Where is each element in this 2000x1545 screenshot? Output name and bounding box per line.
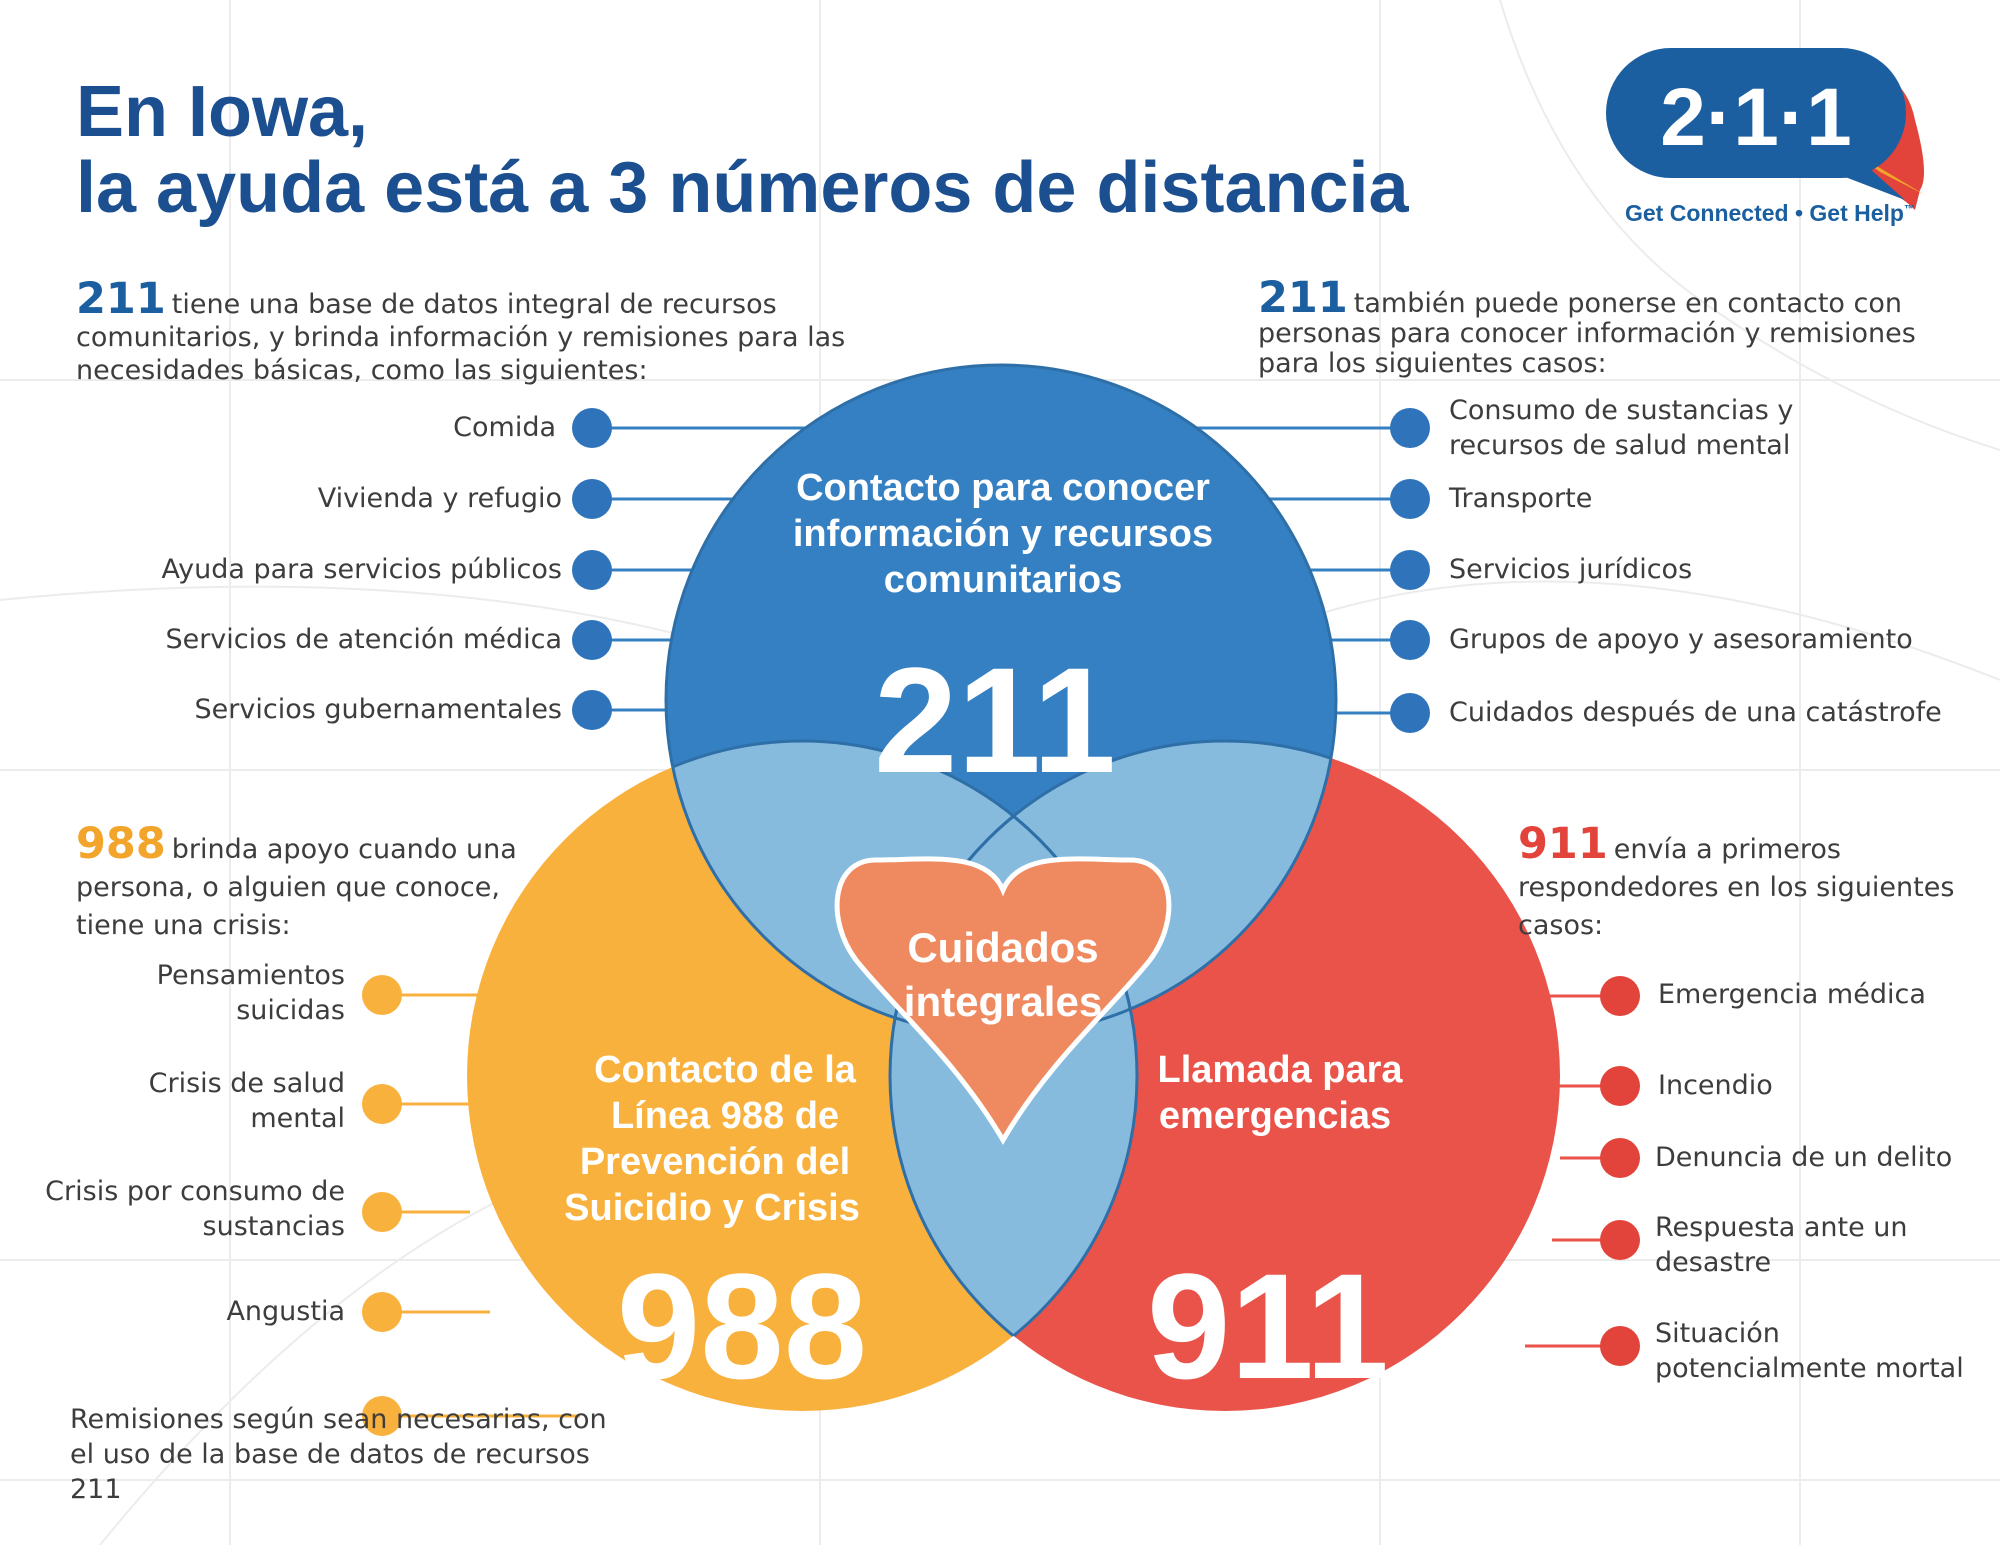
- circle-988-label-line2: Línea 988 de: [611, 1095, 839, 1137]
- list-988-item-5: Remisiones según sean necesarias, con el…: [70, 1404, 607, 1505]
- list-988-item-3: Crisis por consumo de sustancias: [45, 1176, 345, 1242]
- intro-211-right-number: 211: [1258, 273, 1348, 323]
- bullet-988-2: [362, 1084, 402, 1124]
- list-211-right-item-5: Cuidados después de una catástrofe: [1449, 697, 1942, 728]
- intro-211-right-text: también puede ponerse en contacto con pe…: [1258, 288, 1916, 379]
- intro-211-left: 211 tiene una base de datos integral de r…: [76, 278, 876, 387]
- bullet-911-5: [1600, 1326, 1640, 1366]
- bullet-211-right-3: [1390, 550, 1430, 590]
- circle-911-label-line1: Llamada para: [1158, 1049, 1404, 1091]
- list-911-item-4: Respuesta ante un desastre: [1655, 1212, 1908, 1278]
- bullet-988-3: [362, 1192, 402, 1232]
- bullet-911-1: [1600, 976, 1640, 1016]
- circle-911-label-line2: emergencias: [1159, 1095, 1391, 1137]
- list-988-item-2: Crisis de salud mental: [148, 1068, 345, 1134]
- intro-988: 988 brinda apoyo cuando una persona, o al…: [76, 823, 536, 945]
- logo-211: 2·1·1: [1606, 48, 1925, 210]
- bullet-211-left-2: [572, 479, 612, 519]
- logo-bubble: [1606, 48, 1906, 178]
- circle-911-number: 911: [1147, 1242, 1389, 1410]
- heart-label-line2: integrales: [904, 978, 1102, 1025]
- bullet-211-right-5: [1390, 693, 1430, 733]
- bullet-211-left-4: [572, 620, 612, 660]
- list-911-item-2: Incendio: [1658, 1070, 1773, 1101]
- intro-211-left-text: tiene una base de datos integral de recu…: [76, 289, 846, 386]
- bullet-911-2: [1600, 1066, 1640, 1106]
- bullet-911-4: [1600, 1220, 1640, 1260]
- bullet-911-3: [1600, 1138, 1640, 1178]
- bullet-211-right-1: [1390, 408, 1430, 448]
- page-title-line1: En Iowa,: [76, 72, 369, 152]
- logo-number: 2·1·1: [1660, 72, 1851, 163]
- list-911-item-3: Denuncia de un delito: [1655, 1142, 1953, 1173]
- intro-911: 911 envía a primeros respondedores en los…: [1518, 823, 1978, 945]
- logo-bubble-tail: [1840, 160, 1905, 200]
- logo-tagline: Get Connected • Get Help™: [1625, 200, 1915, 226]
- heart-label-line1: Cuidados: [907, 924, 1098, 971]
- circle-988-label-line3: Prevención del: [580, 1141, 850, 1183]
- circle-211-number: 211: [874, 636, 1116, 804]
- circle-211-label-line2: información y recursos: [793, 513, 1213, 555]
- list-211-left-item-5: Servicios gubernamentales: [194, 694, 562, 725]
- bullet-988-5: [362, 1396, 402, 1436]
- circle-211-label-line3: comunitarios: [884, 559, 1123, 601]
- list-211-right-item-2: Transporte: [1449, 483, 1593, 514]
- circle-988-label-line1: Contacto de la: [594, 1049, 857, 1091]
- list-211-left-item-3: Ayuda para servicios públicos: [161, 554, 562, 585]
- intro-988-text: brinda apoyo cuando una persona, o algui…: [76, 834, 517, 941]
- bullet-211-right-2: [1390, 479, 1430, 519]
- list-911-item-5: Situación potencialmente mortal: [1655, 1318, 1964, 1384]
- list-211-right-item-4: Grupos de apoyo y asesoramiento: [1449, 624, 1913, 655]
- bullet-988-1: [362, 975, 402, 1015]
- circle-988-number: 988: [617, 1242, 867, 1410]
- bullet-211-left-3: [572, 550, 612, 590]
- list-988-item-4: Angustia: [226, 1296, 345, 1327]
- bullet-211-left-5: [572, 690, 612, 730]
- list-988-item-1: Pensamientos suicidas: [156, 960, 345, 1026]
- list-211-right-item-1: Consumo de sustancias y recursos de salu…: [1449, 395, 1794, 461]
- intro-211-right: 211 también puede ponerse en contacto con…: [1258, 277, 1958, 379]
- list-211-left-item-1: Comida: [453, 412, 556, 443]
- intro-911-number: 911: [1518, 819, 1608, 869]
- heart-shape: [834, 856, 1172, 1145]
- bullet-211-right-4: [1390, 620, 1430, 660]
- list-211-left-item-4: Servicios de atención médica: [165, 624, 562, 655]
- intro-911-text: envía a primeros respondedores en los si…: [1518, 834, 1955, 941]
- circle-988-label-line4: Suicidio y Crisis: [564, 1187, 860, 1229]
- list-911-item-1: Emergencia médica: [1658, 979, 1926, 1010]
- bullet-211-left-1: [572, 408, 612, 448]
- intro-211-left-number: 211: [76, 274, 166, 324]
- list-211-right-item-3: Servicios jurídicos: [1449, 554, 1693, 585]
- list-211-left-item-2: Vivienda y refugio: [317, 483, 562, 514]
- circle-211-label-line1: Contacto para conocer: [796, 467, 1210, 509]
- bullet-988-4: [362, 1292, 402, 1332]
- intro-988-number: 988: [76, 819, 166, 869]
- page-title-line2: la ayuda está a 3 números de distancia: [76, 148, 1409, 228]
